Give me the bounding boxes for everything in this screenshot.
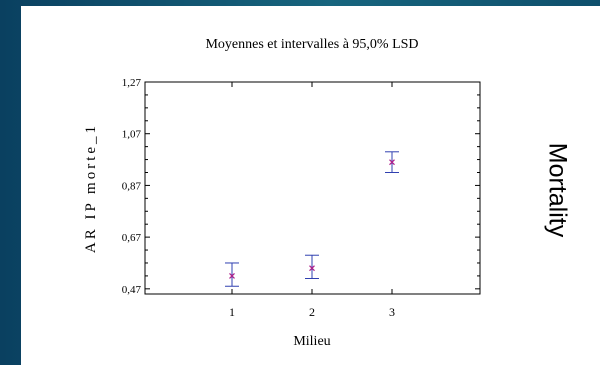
y-tick-label: 1,07 bbox=[122, 129, 142, 141]
chart-panel bbox=[21, 6, 600, 365]
y-tick-label: 1,27 bbox=[122, 77, 142, 89]
data-marks bbox=[225, 151, 399, 287]
y-axis-label: AR IP morte_1 bbox=[83, 123, 99, 253]
x-tick-label: 3 bbox=[389, 305, 395, 319]
y-axis: 0,47 0,67 0,87 1,07 1,27 bbox=[122, 77, 480, 296]
x-tick-label: 2 bbox=[309, 305, 315, 319]
y-tick-label: 0,47 bbox=[122, 284, 142, 296]
y-tick-label: 0,87 bbox=[122, 180, 142, 192]
x-axis: 1 2 3 bbox=[229, 82, 395, 319]
slide-title: Mortality bbox=[543, 142, 572, 238]
x-tick-label: 1 bbox=[229, 305, 235, 319]
chart-title: Moyennes et intervalles à 95,0% LSD bbox=[205, 37, 418, 52]
y-tick-label: 0,67 bbox=[122, 232, 142, 244]
mean-marker bbox=[389, 159, 395, 166]
x-axis-label: Milieu bbox=[293, 334, 330, 349]
mean-marker bbox=[309, 265, 315, 272]
mean-marker bbox=[229, 272, 235, 279]
